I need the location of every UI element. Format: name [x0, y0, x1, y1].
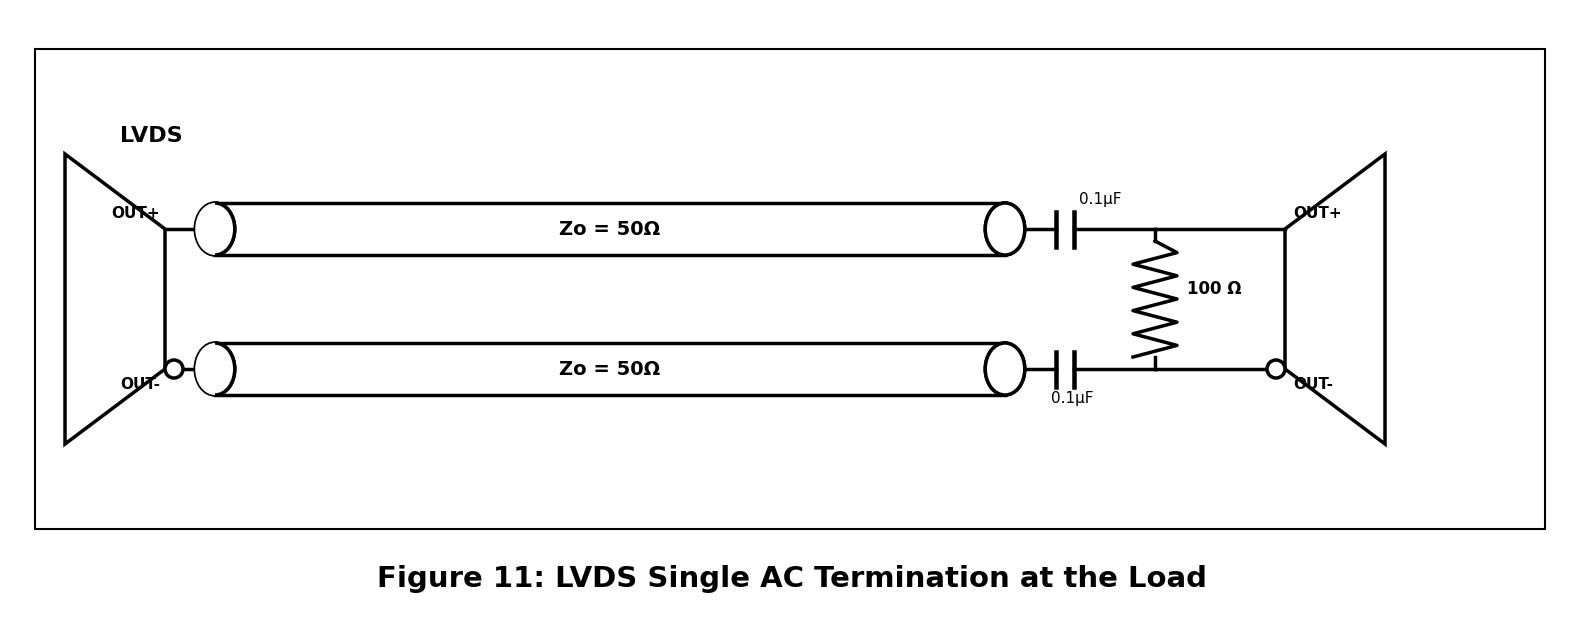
Text: Zo = 50Ω: Zo = 50Ω — [559, 220, 661, 238]
FancyBboxPatch shape — [35, 49, 1544, 529]
Text: 100 Ω: 100 Ω — [1186, 280, 1242, 298]
Ellipse shape — [195, 203, 234, 255]
Circle shape — [1267, 360, 1285, 378]
Polygon shape — [1285, 154, 1384, 444]
Text: 0.1μF: 0.1μF — [1079, 192, 1121, 207]
Ellipse shape — [985, 343, 1025, 395]
Polygon shape — [65, 154, 165, 444]
Circle shape — [165, 360, 184, 378]
Text: Zo = 50Ω: Zo = 50Ω — [559, 359, 661, 379]
Ellipse shape — [195, 343, 234, 395]
Text: OUT+: OUT+ — [1293, 206, 1342, 221]
Ellipse shape — [195, 343, 234, 395]
Text: LVDS: LVDS — [120, 126, 182, 146]
Text: OUT-: OUT- — [1293, 377, 1334, 392]
Text: OUT+: OUT+ — [111, 206, 160, 221]
Text: Figure 11: LVDS Single AC Termination at the Load: Figure 11: LVDS Single AC Termination at… — [377, 565, 1207, 593]
Ellipse shape — [195, 203, 234, 255]
Ellipse shape — [985, 203, 1025, 255]
Text: OUT-: OUT- — [120, 377, 160, 392]
Text: 0.1μF: 0.1μF — [1052, 391, 1093, 406]
Ellipse shape — [985, 343, 1025, 395]
Ellipse shape — [985, 203, 1025, 255]
